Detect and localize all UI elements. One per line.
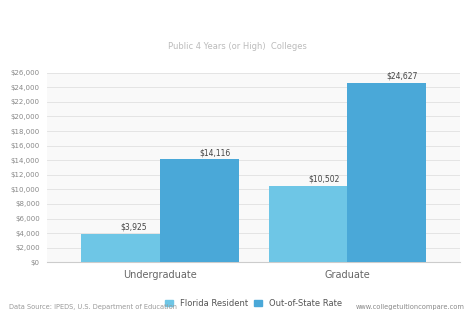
Bar (81, 234, 160, 262)
Legend: Florida Resident, Out-of-State Rate: Florida Resident, Out-of-State Rate (162, 295, 345, 311)
Text: $3,925: $3,925 (120, 222, 147, 231)
Text: Public 4 Years (or High)  Colleges: Public 4 Years (or High) Colleges (168, 42, 306, 51)
Bar (347, 83, 426, 262)
Text: $10,502: $10,502 (308, 174, 339, 184)
Text: Florida Colleges 2023 Average Tuition & Fees: Florida Colleges 2023 Average Tuition & … (67, 13, 407, 26)
Bar (160, 159, 238, 262)
Text: $24,627: $24,627 (387, 71, 418, 81)
Text: www.collegetuitioncompare.com: www.collegetuitioncompare.com (356, 304, 465, 310)
Bar (269, 186, 347, 262)
Text: Data Source: IPEDS, U.S. Department of Education: Data Source: IPEDS, U.S. Department of E… (9, 304, 177, 310)
Text: $14,116: $14,116 (199, 148, 230, 157)
